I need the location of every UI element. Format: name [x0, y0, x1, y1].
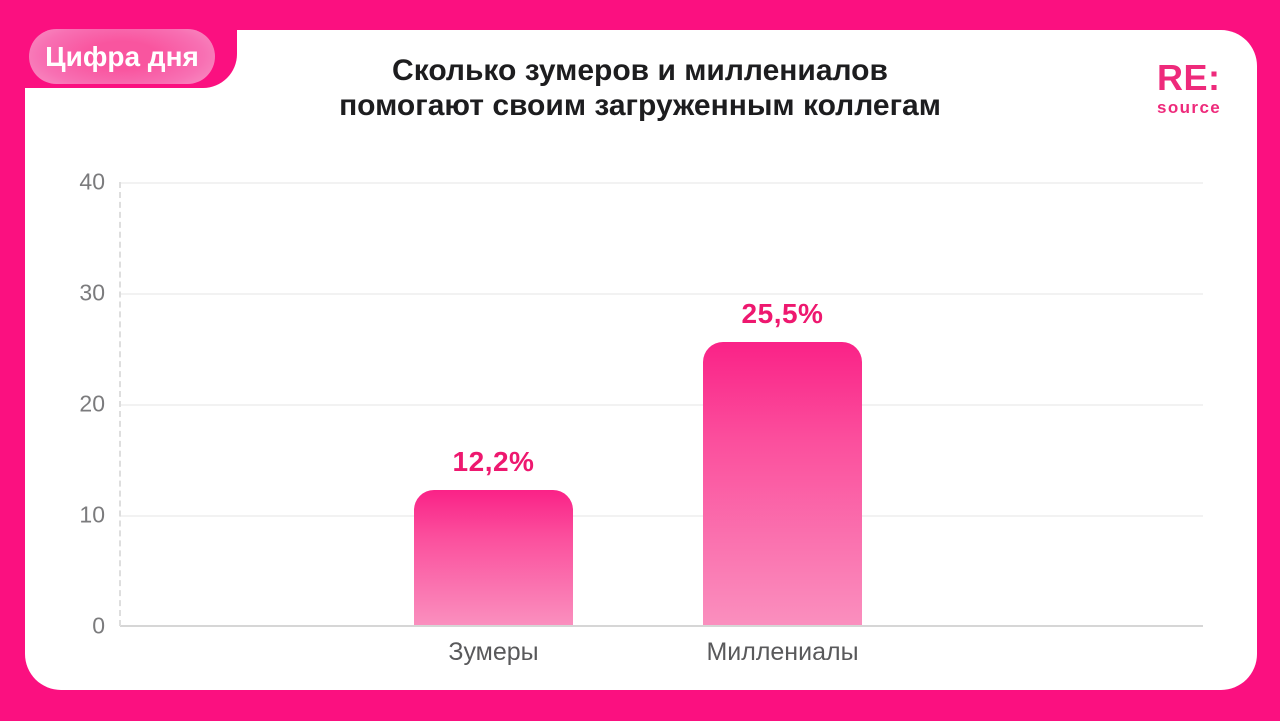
gridline-20 — [120, 404, 1203, 406]
brand-logo-sub: source — [1157, 98, 1222, 117]
chart-title-line1: Сколько зумеров и миллениалов — [392, 54, 888, 87]
y-axis-dashed-line — [119, 182, 121, 626]
bar-column-zoomers: 12,2% Зумеры — [414, 445, 573, 666]
bar-column-millennials: 25,5% Миллениалы — [703, 298, 862, 666]
gridline-10 — [120, 515, 1203, 517]
category-label-millennials: Миллениалы — [706, 638, 859, 666]
chart-card — [25, 30, 1257, 690]
bar-millennials — [703, 342, 862, 625]
gridline-40 — [120, 182, 1203, 184]
gridline-30 — [120, 293, 1203, 295]
y-tick-30: 30 — [79, 279, 105, 306]
x-axis-line — [120, 625, 1203, 627]
category-label-zoomers: Зумеры — [448, 638, 539, 666]
brand-logo-main: RE: — [1157, 57, 1221, 98]
y-tick-20: 20 — [79, 390, 105, 417]
y-tick-10: 10 — [79, 501, 105, 528]
brand-logo: RE: source — [1157, 60, 1221, 118]
y-tick-0: 0 — [92, 612, 105, 639]
plot-area: 12,2% Зумеры 25,5% Миллениалы — [119, 182, 1203, 666]
badge-chip: Цифра дня — [29, 29, 215, 84]
bar-value-label-millennials: 25,5% — [741, 298, 824, 329]
badge-label: Цифра дня — [45, 40, 199, 72]
bar-zoomers — [414, 489, 573, 625]
chart-title: Сколько зумеров и миллениалов помогают с… — [0, 53, 1280, 123]
y-tick-40: 40 — [79, 168, 105, 195]
bar-value-label-zoomers: 12,2% — [452, 445, 535, 477]
y-axis-labels: 40 30 20 10 0 — [30, 169, 105, 639]
chart-title-line2: помогают своим загруженным коллегам — [339, 89, 941, 122]
